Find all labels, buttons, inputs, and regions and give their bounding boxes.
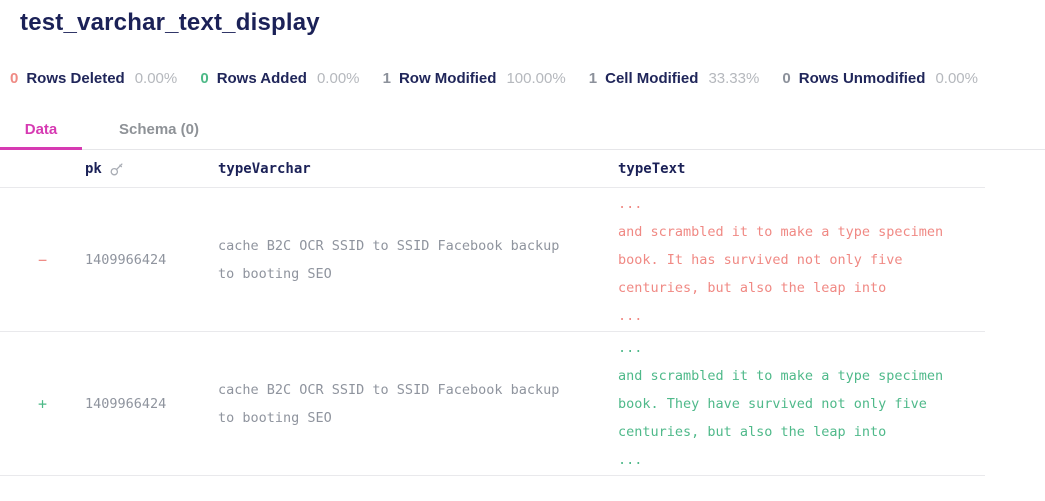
stat-percent: 0.00%	[134, 70, 178, 87]
text-line: book. They have survived not only five	[618, 396, 927, 412]
cell-typevarchar: cache B2C OCR SSID to SSID Facebook back…	[218, 237, 560, 282]
table-header: pk typeVarchar typeText	[0, 150, 985, 188]
cell-typetext: ... and scrambled it to make a type spec…	[618, 332, 985, 475]
column-header-pk: pk	[85, 161, 218, 177]
stat-count: 1	[588, 70, 598, 87]
cell-typetext: ... and scrambled it to make a type spec…	[618, 188, 985, 331]
data-table: pk typeVarchar typeText − 1409966424 cac…	[0, 150, 985, 476]
cell-pk: 1409966424	[85, 251, 167, 268]
ellipsis-top: ...	[618, 340, 643, 356]
stat-label: Row Modified	[398, 70, 497, 87]
ellipsis-top: ...	[618, 196, 643, 212]
tab-data[interactable]: Data	[0, 114, 82, 150]
cell-typevarchar: cache B2C OCR SSID to SSID Facebook back…	[218, 381, 560, 426]
stat-label: Rows Unmodified	[798, 70, 926, 87]
column-header-typevarchar: typeVarchar	[218, 160, 311, 177]
table-row-deleted: − 1409966424 cache B2C OCR SSID to SSID …	[0, 188, 985, 332]
column-header-typetext: typeText	[618, 160, 686, 177]
stat-percent: 100.00%	[506, 70, 566, 87]
ellipsis-bottom: ...	[618, 308, 643, 324]
tabs: Data Schema (0)	[0, 114, 1045, 150]
text-line: and scrambled it to make a type specimen	[618, 224, 944, 240]
stat-count: 0	[10, 70, 19, 87]
stat-count: 1	[382, 70, 391, 87]
row-sign-plus: +	[37, 394, 48, 413]
tab-schema[interactable]: Schema (0)	[118, 121, 200, 138]
text-line: centuries, but also the leap into	[618, 424, 887, 440]
text-line: centuries, but also the leap into	[618, 280, 887, 296]
stat-label: Rows Deleted	[26, 70, 125, 87]
stat-label: Cell Modified	[605, 70, 699, 87]
stat-count: 0	[782, 70, 791, 87]
stat-percent: 33.33%	[708, 70, 760, 87]
key-icon	[109, 161, 125, 177]
column-header-pk-label: pk	[85, 160, 102, 177]
stat-rows-added: 0 Rows Added 0.00%	[200, 70, 359, 87]
stat-rows-unmodified: 0 Rows Unmodified 0.00%	[782, 70, 978, 87]
stats-row: 0 Rows Deleted 0.00% 0 Rows Added 0.00% …	[10, 70, 978, 87]
row-sign-minus: −	[37, 250, 48, 269]
stat-row-modified: 1 Row Modified 100.00%	[383, 70, 566, 87]
text-line: book. It has survived not only five	[618, 252, 903, 268]
stat-rows-deleted: 0 Rows Deleted 0.00%	[10, 70, 177, 87]
cell-pk: 1409966424	[85, 395, 167, 412]
stat-cell-modified: 1 Cell Modified 33.33%	[589, 70, 760, 87]
stat-percent: 0.00%	[935, 70, 978, 87]
text-line: and scrambled it to make a type specimen	[618, 368, 944, 384]
stat-percent: 0.00%	[316, 70, 360, 87]
stat-count: 0	[200, 70, 209, 87]
stat-label: Rows Added	[216, 70, 307, 87]
table-row-added: + 1409966424 cache B2C OCR SSID to SSID …	[0, 332, 985, 476]
page-title: test_varchar_text_display	[20, 9, 320, 36]
ellipsis-bottom: ...	[618, 452, 643, 468]
